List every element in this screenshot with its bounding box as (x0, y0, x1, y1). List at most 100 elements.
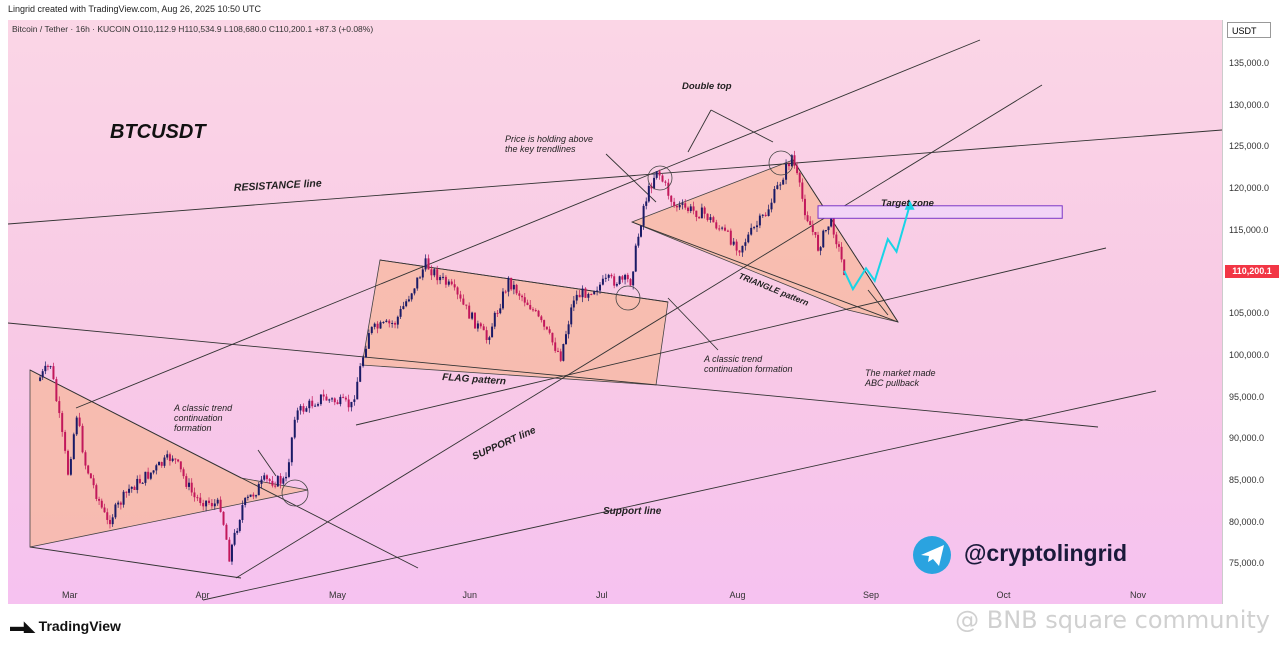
triangle-lower-line[interactable] (631, 221, 899, 323)
candle-body (160, 462, 163, 466)
candle-body (661, 175, 664, 182)
candle-body (607, 274, 610, 278)
candle-body (196, 497, 199, 499)
candle-body (814, 231, 817, 235)
time-tick: Aug (729, 590, 746, 600)
tradingview-logo[interactable]: ▬◣ TradingView (10, 618, 121, 635)
candle-body (136, 478, 139, 490)
telegram-handle[interactable]: @cryptolingrid (964, 540, 1127, 566)
candle-body (667, 182, 670, 196)
wedge-lower-line[interactable] (29, 546, 242, 579)
candle-body (629, 279, 632, 286)
price-axis[interactable]: USDT 135,000.0 130,000.0 125,000.0 120,000.… (1222, 20, 1280, 604)
double-top-arrow-1[interactable] (687, 109, 712, 153)
candle-body (796, 165, 799, 174)
resistance-line[interactable] (8, 129, 1222, 225)
abc-arrow[interactable] (867, 289, 889, 316)
candle-body (296, 410, 299, 420)
flag-lower-trendline[interactable] (8, 322, 1099, 428)
candle-body (236, 530, 239, 533)
candle-body (468, 305, 471, 319)
candle-body (252, 494, 255, 497)
highlight-circle[interactable] (615, 285, 641, 311)
candle-body (336, 402, 339, 405)
candle-body (249, 494, 252, 497)
flag-arrow[interactable] (667, 297, 719, 351)
candle-body (824, 230, 827, 232)
candle-body (811, 225, 814, 232)
candle-body (529, 304, 532, 310)
highlight-circle[interactable] (647, 165, 673, 191)
candle-body (601, 278, 604, 285)
wedge-upper-line[interactable] (29, 369, 419, 569)
lower-support-line[interactable] (202, 390, 1157, 601)
candle-body (703, 207, 706, 214)
candle-body (138, 478, 141, 483)
candle-body (744, 242, 747, 246)
candle-body (653, 177, 656, 189)
double-top-label: Double top (682, 81, 732, 92)
candle-body (331, 398, 334, 400)
candle-body (106, 512, 109, 520)
price-tick: 100,000.0 (1229, 349, 1270, 360)
candle-body (732, 241, 735, 245)
candle-body (199, 497, 202, 503)
candle-body (155, 465, 158, 471)
holding-arrow[interactable] (605, 153, 657, 203)
wedge-arrow[interactable] (257, 449, 277, 477)
candle-body (706, 213, 709, 220)
candle-body (177, 459, 180, 462)
triangle-upper-line[interactable] (792, 159, 899, 323)
candle-body (230, 544, 233, 562)
candle-body (753, 227, 756, 229)
candle-body (382, 321, 385, 323)
currency-selector[interactable]: USDT (1227, 22, 1271, 38)
price-tick: 95,000.0 (1229, 391, 1265, 402)
highlight-circle[interactable] (768, 150, 794, 176)
time-tick: Jul (596, 590, 608, 600)
candle-body (496, 312, 499, 314)
candle-body (575, 294, 578, 301)
candle-body (712, 217, 715, 223)
candle-body (210, 502, 213, 507)
candle-body (391, 322, 394, 324)
candle-body (615, 284, 618, 286)
candle-body (803, 198, 806, 216)
double-top-arrow-2[interactable] (710, 109, 774, 143)
candle-body (827, 226, 830, 231)
candle-body (639, 225, 642, 237)
candle-body (111, 517, 114, 525)
candle-body (302, 406, 305, 412)
time-axis[interactable]: Mar Apr May Jun Jul Aug Sep Oct Nov (8, 586, 1222, 604)
candle-body (108, 519, 111, 525)
chart-credit: Lingrid created with TradingView.com, Au… (8, 4, 261, 14)
footer: ▬◣ TradingView @ BNB square community (0, 606, 1280, 646)
candle-body (450, 281, 453, 285)
triangle-pattern[interactable] (630, 159, 899, 323)
mid-trendline[interactable] (355, 247, 1107, 426)
highlight-circle[interactable] (281, 479, 309, 507)
candle-body (144, 471, 147, 483)
support-line[interactable] (235, 84, 1043, 579)
candle-body (512, 284, 515, 290)
upper-channel-line[interactable] (75, 39, 981, 409)
projection-arrowhead (904, 199, 915, 210)
projection-path[interactable] (843, 205, 911, 292)
candle-body (84, 452, 87, 466)
candle-body (407, 299, 410, 302)
candle-body (442, 276, 445, 278)
abc-label-2: ABC pullback (864, 378, 920, 388)
candle-body (228, 539, 231, 562)
chart-title: BTCUSDT (110, 121, 207, 143)
candle-body (319, 394, 322, 405)
candle-body (141, 482, 144, 484)
price-chart[interactable]: BTCUSDT RESISTANCE line FLAG pattern SUPPOR… (8, 20, 1222, 604)
candle-body (322, 394, 325, 397)
chart-area[interactable]: BTCUSDT RESISTANCE line FLAG pattern SUPPOR… (8, 20, 1222, 604)
candle-body (647, 185, 650, 202)
candle-body (402, 306, 405, 309)
candle-body (750, 227, 753, 235)
candle-body (678, 204, 681, 208)
time-tick: May (329, 590, 347, 600)
target-zone-box[interactable] (817, 205, 1063, 219)
